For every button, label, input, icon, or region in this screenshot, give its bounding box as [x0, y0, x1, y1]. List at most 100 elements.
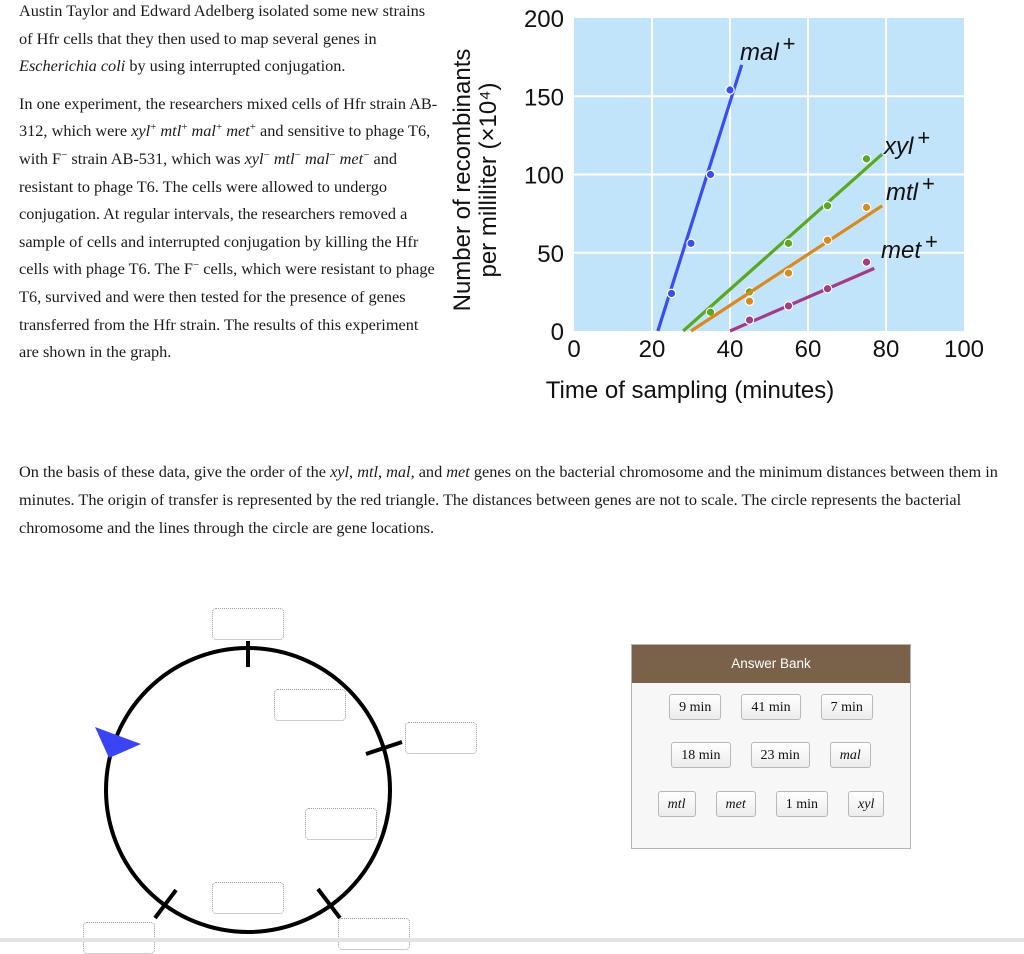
drop-slot-distance-2[interactable]	[305, 808, 377, 840]
data-point	[822, 283, 833, 294]
data-point	[822, 201, 833, 211]
intro-text-span: cells, which were resistant to phage T6,…	[19, 259, 435, 362]
y-tick-labels: 0 50 100 150 200	[524, 6, 564, 346]
answer-chip-18-min[interactable]: 18 min	[671, 742, 731, 768]
data-point	[686, 238, 696, 249]
series-mtl	[690, 202, 883, 333]
superscript: +	[181, 121, 188, 134]
answer-chip-9-min[interactable]: 9 min	[669, 694, 722, 720]
data-point	[861, 154, 872, 164]
intro-paragraph-1: Austin Taylor and Edward Adelberg isolat…	[19, 0, 439, 80]
drop-slot-distance-1[interactable]	[274, 689, 346, 721]
recombinants-chart: 0 50 100 150 200 0 20 40 60 80 100 mal + xyl + mtl + me…	[440, 0, 1000, 410]
gene-mtl: mtl	[273, 148, 295, 168]
drop-slot-gene-right[interactable]	[405, 722, 477, 754]
gene-met: met	[339, 148, 364, 168]
question-text-span: On the basis of these data, give the ord…	[19, 462, 331, 481]
answer-chip-23-min[interactable]: 23 min	[750, 742, 810, 768]
data-series	[656, 64, 884, 333]
superscript: −	[329, 148, 336, 161]
y-tick-label: 150	[524, 84, 564, 111]
chromosome-diagram	[60, 590, 500, 954]
superscript: +	[249, 121, 256, 134]
x-tick-label: 100	[944, 336, 984, 363]
answer-bank-row-1: 9 min 41 min 7 min	[632, 694, 910, 720]
gene-xyl: xyl	[244, 148, 264, 168]
y-axis-label-line2: per milliliter (×10⁴)	[475, 82, 502, 277]
intro-text: Austin Taylor and Edward Adelberg isolat…	[19, 0, 439, 376]
superscript: +	[150, 121, 157, 134]
intro-text-span: and resistant to phage T6. The cells wer…	[19, 148, 419, 279]
answer-chip-mal[interactable]: mal	[829, 742, 871, 768]
answer-chip-xyl[interactable]: xyl	[848, 791, 885, 817]
data-point	[861, 257, 872, 267]
intro-text-span: Austin Taylor and Edward Adelberg isolat…	[19, 1, 426, 48]
y-axis-label: Number of recombinants per milliliter (×…	[449, 49, 502, 312]
superscript: −	[263, 148, 270, 161]
data-point	[725, 85, 735, 95]
intro-paragraph-2: In one experiment, the researchers mixed…	[19, 90, 439, 366]
drop-slot-gene-top[interactable]	[212, 608, 284, 640]
intro-text-span: strain AB-531, which was	[67, 148, 245, 168]
y-tick-label: 0	[551, 319, 564, 346]
answer-chip-1-min[interactable]: 1 min	[775, 791, 829, 817]
data-point	[861, 202, 872, 213]
x-tick-label: 20	[639, 336, 666, 363]
superscript: −	[192, 259, 200, 272]
data-point	[705, 169, 716, 180]
x-tick-label: 40	[717, 336, 744, 363]
gene-locus-tick-bottom-right	[316, 887, 342, 920]
gene-mtl: mtl	[357, 462, 378, 481]
gene-locus-tick-right	[365, 740, 403, 756]
y-tick-label: 50	[537, 241, 564, 268]
gene-met: met	[446, 462, 470, 481]
gene-mtl: mtl	[160, 121, 182, 141]
x-tick-label: 0	[567, 336, 580, 363]
answer-chip-7-min[interactable]: 7 min	[820, 694, 873, 720]
drop-slot-distance-3[interactable]	[212, 882, 284, 914]
intro-text-span: In one experiment, the researchers mixed…	[19, 93, 438, 141]
origin-of-transfer-triangle-icon	[95, 727, 141, 758]
gene-xyl: xyl	[131, 121, 151, 141]
answer-bank-row-3: mtl met 1 min xyl	[632, 791, 910, 817]
question-text-span: ,	[349, 462, 358, 481]
series-line	[682, 152, 884, 333]
answer-chip-met[interactable]: met	[715, 791, 756, 817]
x-axis-label: Time of sampling (minutes)	[546, 377, 835, 404]
series-line	[656, 64, 744, 332]
data-point	[783, 268, 794, 278]
gene-mal: mal	[386, 462, 411, 481]
gene-mal: mal	[304, 148, 330, 168]
data-point	[822, 235, 833, 246]
gene-mal: mal	[191, 121, 216, 141]
gene-locus-tick-bottom-left	[153, 888, 178, 920]
x-tick-label: 80	[873, 336, 900, 363]
answer-chip-41-min[interactable]: 41 min	[741, 694, 801, 720]
question-text-span: genes on the bacterial chromosome and th…	[19, 462, 998, 537]
question-text: On the basis of these data, give the ord…	[19, 458, 1009, 542]
superscript: −	[363, 148, 370, 161]
answer-bank-row-2: 18 min 23 min mal	[632, 742, 910, 768]
y-axis-label-line1: Number of recombinants	[449, 49, 476, 312]
answer-chip-mtl[interactable]: mtl	[657, 791, 696, 817]
question-text-span: ,	[378, 462, 387, 481]
data-point	[666, 288, 677, 299]
series-mal	[656, 64, 744, 332]
superscript: −	[294, 148, 301, 161]
y-tick-label: 200	[524, 6, 564, 33]
x-tick-labels: 0 20 40 60 80 100	[567, 336, 984, 363]
gene-met: met	[226, 121, 250, 141]
answer-bank: Answer Bank 9 min 41 min 7 min 18 min 23…	[631, 644, 911, 849]
question-text-span: , and	[410, 462, 447, 481]
series-xyl	[682, 152, 884, 333]
drop-slot-gene-bottom-right[interactable]	[338, 918, 410, 950]
answer-bank-title: Answer Bank	[632, 645, 910, 683]
data-point	[783, 301, 794, 311]
series-line	[690, 204, 883, 333]
x-tick-label: 60	[795, 336, 822, 363]
superscript: −	[61, 148, 68, 161]
data-point	[744, 315, 755, 325]
species-name: Escherichia coli	[19, 56, 126, 76]
gene-xyl: xyl	[330, 462, 350, 481]
